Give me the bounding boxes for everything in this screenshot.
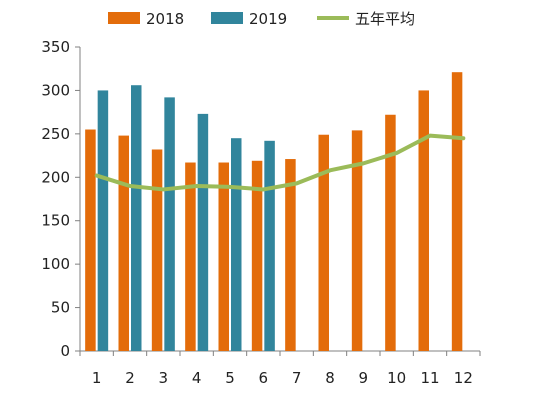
bar-2018-1 xyxy=(85,129,96,351)
x-tick-label: 11 xyxy=(420,369,439,387)
bar-2018-8 xyxy=(318,134,329,351)
x-tick-label: 4 xyxy=(192,369,202,387)
legend-label: 五年平均 xyxy=(355,10,415,28)
bar-2018-6 xyxy=(251,160,263,351)
bars xyxy=(85,72,463,352)
bar-2018-9 xyxy=(351,130,363,351)
legend-swatch-2019 xyxy=(211,12,243,24)
y-tick-label: 300 xyxy=(41,81,70,99)
y-tick-label: 50 xyxy=(51,299,70,317)
y-tick-label: 0 xyxy=(60,342,70,360)
legend-label: 2019 xyxy=(249,10,287,28)
legend-swatch-2018 xyxy=(108,12,140,24)
x-tick-label: 1 xyxy=(92,369,102,387)
bar-2019-2 xyxy=(131,85,142,352)
bar-2018-7 xyxy=(285,159,296,351)
y-tick-label: 250 xyxy=(41,125,70,143)
y-tick-label: 350 xyxy=(41,38,70,56)
x-tick-label: 2 xyxy=(125,369,135,387)
x-tick-label: 12 xyxy=(454,369,473,387)
x-tick-label: 6 xyxy=(259,369,269,387)
y-tick-label: 100 xyxy=(41,255,70,273)
x-tick-label: 7 xyxy=(292,369,302,387)
bar-2019-3 xyxy=(164,97,175,352)
x-tick-label: 9 xyxy=(359,369,369,387)
bar-2018-11 xyxy=(418,90,429,351)
bar-2018-3 xyxy=(151,149,163,351)
bar-2018-5 xyxy=(218,162,229,351)
bar-2019-5 xyxy=(231,138,242,351)
bar-2018-4 xyxy=(185,162,196,351)
y-tick-label: 150 xyxy=(41,212,70,230)
bar-2019-6 xyxy=(264,140,275,351)
bar-2018-2 xyxy=(118,135,129,351)
x-tick-label: 8 xyxy=(325,369,335,387)
y-tick-label: 200 xyxy=(41,168,70,186)
bar-2019-1 xyxy=(97,90,109,351)
x-tick-label: 10 xyxy=(387,369,406,387)
bar-2018-12 xyxy=(451,72,463,351)
bar-2018-10 xyxy=(385,114,396,352)
line-五年平均 xyxy=(94,133,466,192)
line-series xyxy=(94,133,466,192)
legend: 2018 2019 五年平均 xyxy=(108,10,415,28)
x-tick-label: 5 xyxy=(225,369,235,387)
x-tick-label: 3 xyxy=(159,369,169,387)
bar-2019-4 xyxy=(197,113,209,351)
legend-label: 2018 xyxy=(146,10,184,28)
